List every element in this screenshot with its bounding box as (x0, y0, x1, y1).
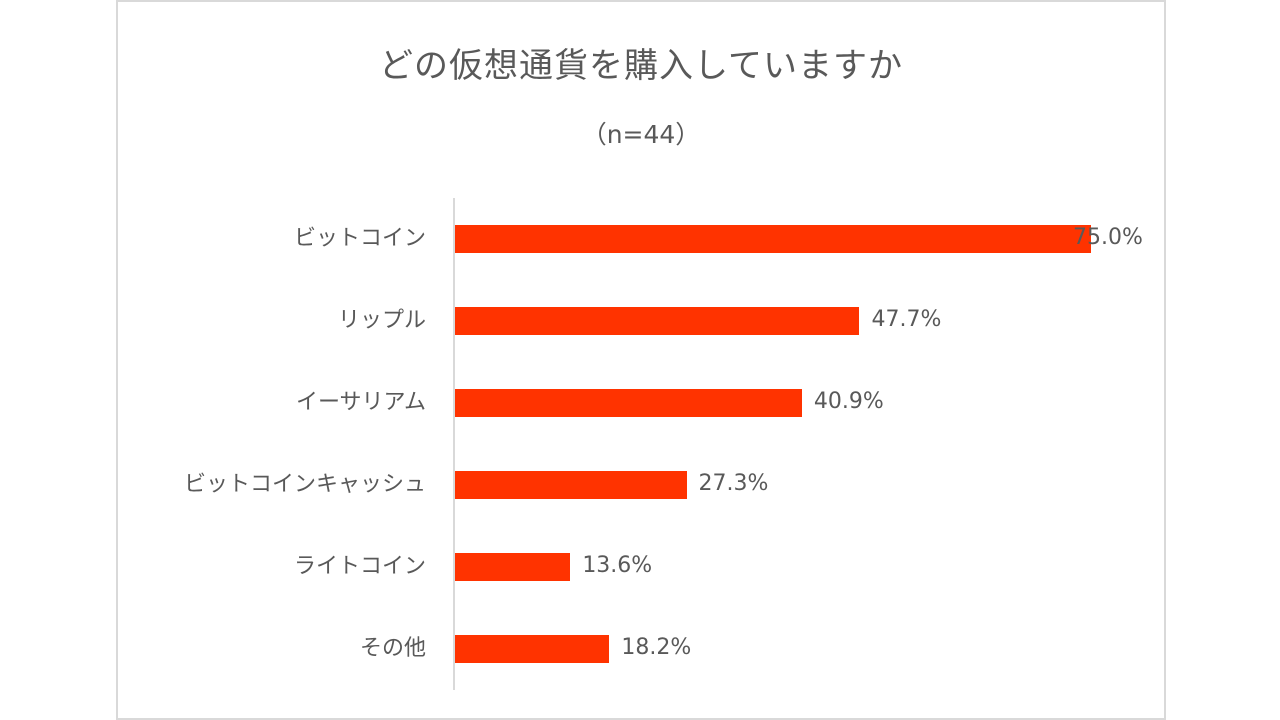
bar (455, 635, 610, 663)
category-axis-line (453, 198, 455, 690)
category-label: ビットコインキャッシュ (183, 472, 426, 497)
value-label: 40.9% (813, 389, 884, 414)
bar-row: リップル 47.7% (118, 307, 1164, 335)
category-label: その他 (359, 636, 426, 661)
value-label: 18.2% (621, 635, 692, 660)
bar (455, 307, 860, 335)
bar (455, 553, 571, 581)
value-label: 13.6% (582, 553, 653, 578)
category-label: イーサリアム (295, 390, 426, 415)
category-label: リップル (337, 308, 426, 333)
bar-row: ビットコインキャッシュ 27.3% (118, 471, 1164, 499)
bar-row: ビットコイン 75.0% (118, 225, 1164, 253)
bar (455, 225, 1091, 253)
bar-row: その他 18.2% (118, 635, 1164, 663)
value-label: 47.7% (871, 307, 942, 332)
bar (455, 389, 802, 417)
chart-frame: どの仮想通貨を購入していますか （n=44） ビットコイン 75.0% リップル… (116, 0, 1166, 720)
category-label: ビットコイン (293, 226, 426, 251)
category-label: ライトコイン (293, 554, 426, 579)
value-label: 27.3% (698, 471, 769, 496)
chart-subtitle: （n=44） (581, 120, 701, 149)
bar (455, 471, 687, 499)
chart-title: どの仮想通貨を購入していますか (379, 46, 903, 86)
bar-row: ライトコイン 13.6% (118, 553, 1164, 581)
bar-row: イーサリアム 40.9% (118, 389, 1164, 417)
value-label: 75.0% (1073, 225, 1143, 250)
